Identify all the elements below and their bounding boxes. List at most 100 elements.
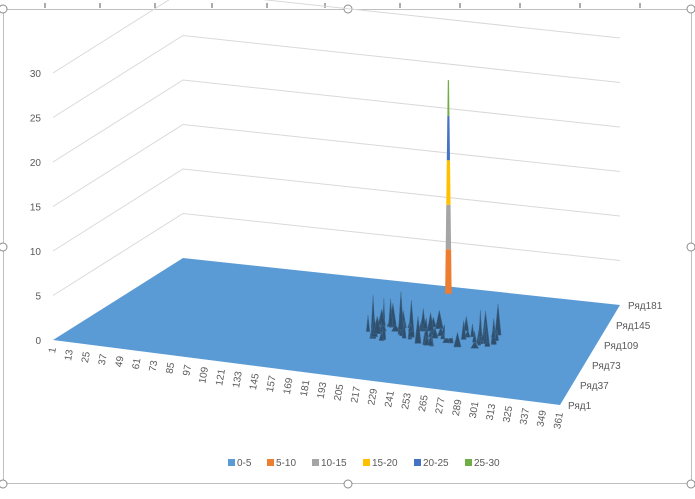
gridline (52, 212, 621, 296)
surface-peak-band (446, 115, 450, 161)
surface-bump (463, 316, 469, 331)
surface-bump (470, 323, 475, 337)
legend-entry: 20-25 (423, 458, 449, 469)
legend-entry: 25-30 (474, 458, 500, 469)
gridline (52, 0, 621, 74)
resize-handle (0, 242, 8, 252)
resize-handle (686, 242, 695, 252)
surface-bump (483, 322, 488, 344)
x-tick-label: 253 (400, 392, 414, 411)
x-tick-label: 337 (518, 407, 532, 426)
legend-swatch (465, 459, 472, 466)
series-tick-label: Ряд73 (592, 361, 621, 372)
x-tick-label: 157 (265, 374, 279, 393)
x-tick-label: 1 (47, 346, 59, 354)
legend-entry: 15-20 (372, 458, 398, 469)
x-tick-label: 325 (502, 405, 516, 424)
x-tick-label: 181 (299, 379, 313, 398)
surface-floor (53, 258, 620, 405)
gridline (52, 34, 621, 118)
legend-swatch (363, 459, 370, 466)
surface-bump (494, 304, 502, 336)
chart-border (3, 9, 692, 484)
x-tick-label: 229 (366, 387, 380, 406)
x-tick-label: 37 (97, 353, 110, 366)
surface-bump (391, 323, 400, 332)
surface-bump (460, 320, 467, 340)
surface-bump (453, 332, 462, 348)
series-tick-label: Ряд181 (628, 301, 663, 312)
series-tick-label: Ряд109 (604, 341, 639, 352)
z-tick-label: 25 (30, 114, 42, 125)
legend-swatch (312, 459, 319, 466)
x-tick-label: 133 (231, 370, 245, 389)
series-tick-label: Ряд37 (580, 381, 609, 392)
x-tick-label: 109 (197, 366, 211, 385)
x-tick-label: 169 (282, 377, 296, 396)
surface-bump (478, 310, 483, 337)
surface-peak-band (445, 249, 452, 294)
x-tick-label: 25 (80, 351, 93, 364)
legend-swatch (267, 459, 274, 466)
surface-peak-band (446, 160, 451, 205)
z-tick-label: 30 (30, 69, 42, 80)
surface-bump (401, 320, 407, 339)
x-tick-label: 145 (248, 372, 262, 391)
x-tick-label: 97 (181, 364, 194, 377)
surface-bump (388, 298, 394, 327)
x-tick-label: 217 (349, 385, 363, 404)
surface-peak-band (444, 293, 453, 339)
gridline (52, 168, 621, 252)
legend-entry: 0-5 (237, 458, 252, 469)
x-tick-label: 193 (316, 381, 330, 400)
resize-handle (0, 479, 8, 489)
x-tick-label: 277 (434, 396, 448, 415)
series-tick-label: Ряд145 (616, 321, 651, 332)
surface-bump (464, 328, 471, 338)
surface-bump (378, 330, 385, 341)
surface-bump (414, 316, 422, 344)
x-tick-label: 313 (485, 403, 499, 422)
surface-bump (428, 329, 433, 338)
z-tick-label: 20 (30, 158, 42, 169)
x-tick-label: 265 (417, 394, 431, 413)
surface-peak-band (445, 204, 452, 250)
z-tick-label: 0 (35, 336, 41, 347)
resize-handle (686, 479, 695, 489)
surface-bump (436, 326, 445, 337)
gridline (52, 123, 621, 207)
surface-peak-band (447, 80, 450, 116)
z-tick-label: 15 (30, 203, 42, 214)
x-tick-label: 73 (148, 359, 161, 372)
resize-handle (686, 4, 695, 14)
x-tick-label: 49 (114, 355, 127, 368)
surface-bump (398, 291, 404, 331)
legend-swatch (228, 459, 235, 466)
resize-handle (343, 479, 353, 489)
x-tick-label: 85 (164, 361, 177, 374)
surface-bump (427, 335, 434, 346)
legend-entry: 5-10 (276, 458, 296, 469)
gridline (52, 79, 621, 163)
legend-swatch (414, 459, 421, 466)
surface-bump (407, 322, 414, 332)
surface-bump (422, 318, 429, 329)
z-tick-label: 10 (30, 247, 42, 258)
surface-bump (435, 310, 444, 329)
x-tick-label: 361 (552, 411, 566, 430)
legend-entry: 10-15 (321, 458, 347, 469)
series-tick-label: Ряд1 (568, 401, 592, 412)
surface-bump (490, 329, 496, 338)
x-tick-label: 61 (131, 357, 144, 370)
surface-bump (373, 316, 382, 335)
resize-handle (0, 4, 8, 14)
surface-bump (470, 341, 480, 349)
x-tick-label: 241 (383, 390, 397, 409)
x-tick-label: 301 (468, 400, 482, 419)
z-tick-label: 5 (35, 292, 41, 303)
x-tick-label: 205 (333, 383, 347, 402)
surface-bump (431, 326, 439, 339)
x-tick-label: 289 (451, 398, 465, 417)
